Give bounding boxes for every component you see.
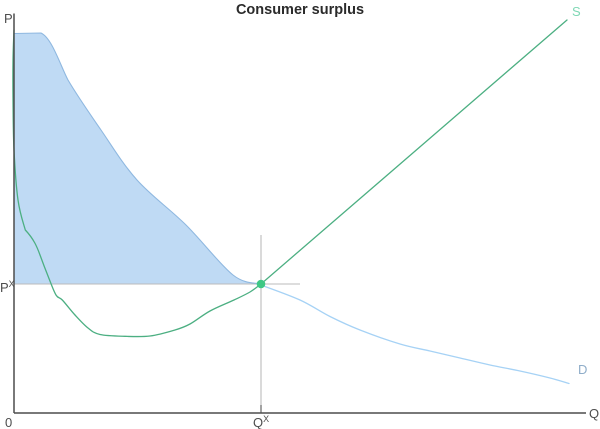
svg-text:Q: Q: [589, 406, 599, 421]
svg-text:S: S: [572, 4, 581, 19]
svg-text:D: D: [578, 362, 587, 377]
svg-text:P: P: [4, 11, 13, 26]
svg-text:PX: PX: [0, 279, 15, 295]
svg-text:QX: QX: [253, 414, 269, 429]
svg-text:0: 0: [5, 415, 12, 429]
